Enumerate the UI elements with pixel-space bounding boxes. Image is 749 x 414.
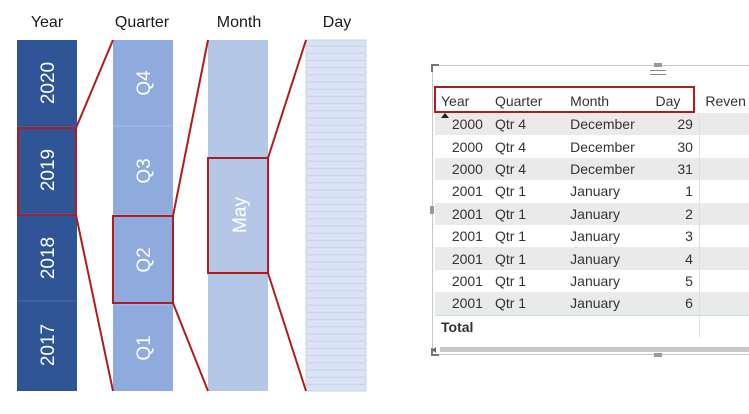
cell-month: January [564,292,650,316]
cell-quarter: Qtr 1 [494,183,527,200]
cell-year: 2001 [435,292,489,316]
quarter-q3: Q3 [134,158,155,183]
cell-revenue [699,180,749,202]
data-table: Year Quarter Month Day Reven 2000 Qtr 4 De… [435,89,749,338]
table-row: 2000 Qtr 4 December 29 [435,113,749,136]
resize-handle-bottom-mid[interactable] [654,353,662,357]
cell-month: January [570,183,620,200]
table-total-row: Total [435,314,749,338]
highlight-month-may [207,157,269,274]
cell-revenue [699,247,749,270]
cell-quarter: Qtr 1 [494,228,527,245]
label-year: Year [31,14,64,31]
resize-handle-left-mid[interactable] [430,206,434,214]
cell-revenue [699,202,749,225]
cell-year: 2001 [451,228,483,245]
cell-month: December [564,157,650,181]
cell-day: 3 [649,224,700,248]
cell-revenue [699,225,749,247]
cell-day: 6 [649,292,700,316]
total-cell [564,314,650,338]
cell-quarter: Qtr 4 [494,138,527,155]
cell-month: December [570,138,635,155]
cell-day: 29 [649,113,700,136]
cell-day: 4 [649,247,700,270]
total-cell [699,314,749,338]
quarter-q1: Q1 [134,335,155,360]
day-bar [305,39,367,392]
cell-day: 5 [649,269,700,293]
cell-revenue [699,113,749,136]
cell-year: 2001 [451,183,483,200]
cell-day: 30 [649,135,700,158]
cell-revenue [699,292,749,316]
drilldown-connectors [75,39,307,392]
cell-year: 2001 [435,247,489,270]
month-bar: May [208,40,268,391]
cell-month: January [570,228,620,245]
highlight-year-2019 [17,127,77,216]
cell-day: 1 [649,180,700,203]
table-visual[interactable]: Year Quarter Month Day Reven 2000 Qtr 4 De… [430,63,749,357]
cell-year: 2000 [451,138,483,155]
horizontal-scrollbar[interactable] [440,347,749,352]
table-row: 2001 Qtr 1 January 6 [435,292,749,316]
cell-revenue [699,135,749,157]
table-row: 2001 Qtr 1 January 4 [435,247,749,270]
cell-revenue [699,157,749,181]
cell-quarter: Qtr 4 [488,157,565,181]
day-stripes [307,45,365,385]
table-row: 2001 Qtr 1 January 1 [435,180,749,203]
table-row: 2000 Qtr 4 December 31 [435,157,749,181]
quarter-q4: Q4 [134,70,155,96]
cell-month: January [564,247,650,270]
cell-quarter: Qtr 1 [488,292,565,316]
cell-day: 31 [649,157,700,181]
cell-year: 2001 [435,202,489,225]
cell-month: January [570,272,620,289]
cell-year: 2000 [435,157,489,181]
table-header-row: Year Quarter Month Day Reven [435,89,749,113]
total-cell [488,314,565,338]
quarter-q2: Q2 [134,247,155,272]
cell-revenue [699,270,749,292]
table-row: 2001 Qtr 1 January 3 [435,224,749,248]
cell-day: 2 [649,202,700,225]
cell-quarter: Qtr 1 [488,247,565,270]
total-label: Total [435,314,489,338]
cell-quarter: Qtr 1 [488,202,565,225]
column-header-month[interactable]: Month [570,93,610,109]
cell-quarter: Qtr 4 [488,113,565,136]
column-header-year[interactable]: Year [441,93,470,109]
column-header-quarter[interactable]: Quarter [494,93,543,109]
cell-month: December [564,113,650,136]
sort-ascending-icon[interactable] [441,113,449,118]
column-header-revenue[interactable]: Reven [705,93,746,109]
year-2020: 2020 [38,62,59,104]
cell-quarter: Qtr 1 [494,272,527,289]
scroll-left-icon[interactable] [432,347,436,353]
label-quarter: Quarter [115,14,170,31]
table-row: 2001 Qtr 1 January 5 [435,269,749,293]
year-2017: 2017 [38,324,59,366]
cell-month: January [564,202,650,225]
month-may: May [230,197,251,233]
resize-handle-top-left[interactable] [431,64,439,72]
label-month: Month [217,14,261,31]
cell-year: 2000 [435,113,489,136]
year-2019: 2019 [38,149,59,191]
cell-year: 2001 [451,272,483,289]
resize-handle-top-mid[interactable] [654,63,662,67]
table-row: 2001 Qtr 1 January 2 [435,202,749,225]
table-row: 2000 Qtr 4 December 30 [435,135,749,158]
table-body: 2000 Qtr 4 December 29 2000 Qtr 4 December 30 20… [435,113,749,338]
highlight-quarter-q2 [112,215,174,304]
label-day: Day [323,14,351,31]
column-header-day[interactable]: Day [655,93,681,109]
drag-grip-icon[interactable] [650,70,666,78]
year-2018: 2018 [38,237,59,279]
total-cell [649,314,700,338]
